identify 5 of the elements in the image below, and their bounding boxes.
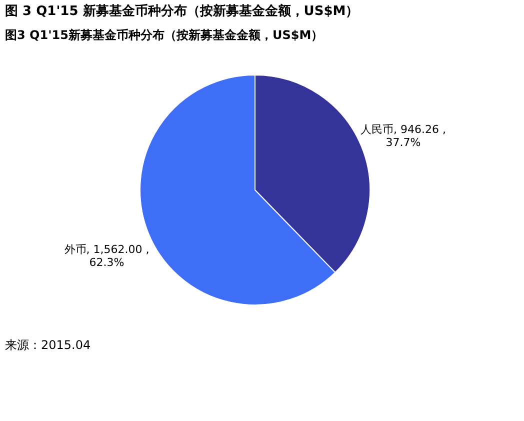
- chart-subtitle: 图3 Q1'15新募基金币种分布（按新募基金金额，US$M）: [5, 28, 324, 42]
- slice-label: 外币, 1,562.00 , 62.3%: [64, 243, 150, 270]
- chart-title: 图 3 Q1'15 新募基金币种分布（按新募基金金额，US$M）: [5, 3, 359, 19]
- source-note: 来源：2015.04: [5, 338, 91, 352]
- slice-label: 人民币, 946.26 , 37.7%: [360, 122, 446, 149]
